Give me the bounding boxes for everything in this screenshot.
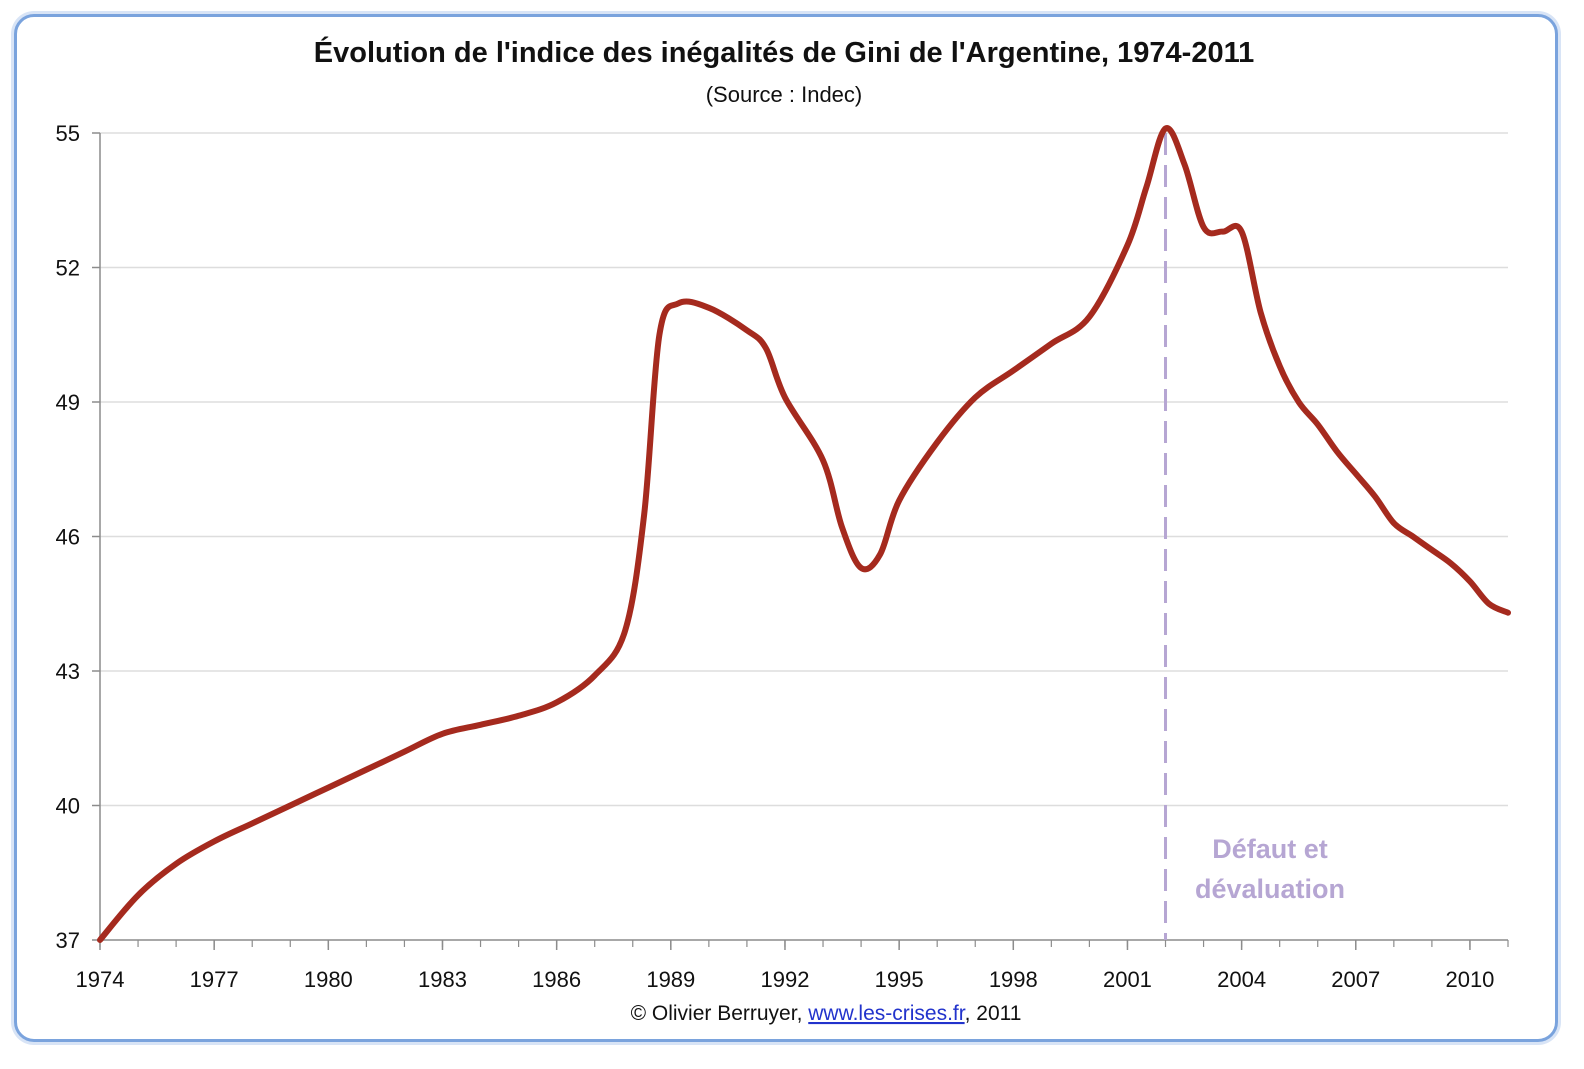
axes [92,132,1509,950]
credit-line: © Olivier Berruyer, www.les-crises.fr, 2… [631,1002,1022,1025]
x-tick-label-1980: 1980 [304,967,353,992]
y-tick-label-55: 55 [56,121,80,146]
x-tick-label-1998: 1998 [989,967,1038,992]
x-tick-label-2004: 2004 [1217,967,1266,992]
x-tick-label-1986: 1986 [532,967,581,992]
chart-subtitle: (Source : Indec) [706,82,863,107]
chart-title: Évolution de l'indice des inégalités de … [314,35,1254,69]
x-tick-label-2010: 2010 [1445,967,1494,992]
series-group [97,125,1511,943]
y-tick-label-43: 43 [56,659,80,684]
gridlines [100,132,1508,807]
x-tick-label-1983: 1983 [418,967,467,992]
x-tick-label-1977: 1977 [190,967,239,992]
x-tick-label-2007: 2007 [1331,967,1380,992]
y-tick-label-40: 40 [56,794,80,819]
annotation-line-2: dévaluation [1195,874,1345,904]
chart-frame [14,14,1558,1042]
credit-link[interactable]: www.les-crises.fr [807,1002,966,1025]
x-tick-label-1992: 1992 [760,967,809,992]
y-tick-label-49: 49 [56,390,80,415]
y-tick-label-52: 52 [56,256,80,281]
x-tick-label-1989: 1989 [646,967,695,992]
y-tick-labels: 37 40 43 46 49 52 55 [56,121,80,953]
gini-series-line [97,125,1511,943]
x-tick-label-2001: 2001 [1103,967,1152,992]
x-tick-label-1995: 1995 [875,967,924,992]
credit-prefix: © Olivier Berruyer, [631,1002,809,1025]
x-tick-labels: 1974 1977 1980 1983 1986 1989 1992 1995 1998 2001… [76,967,1495,992]
annotation-line-1: Défaut et [1212,834,1328,864]
x-tick-label-1974: 1974 [76,967,125,992]
credit-suffix: , 2011 [965,1002,1022,1025]
y-tick-label-46: 46 [56,525,80,550]
y-tick-label-37: 37 [56,928,80,953]
